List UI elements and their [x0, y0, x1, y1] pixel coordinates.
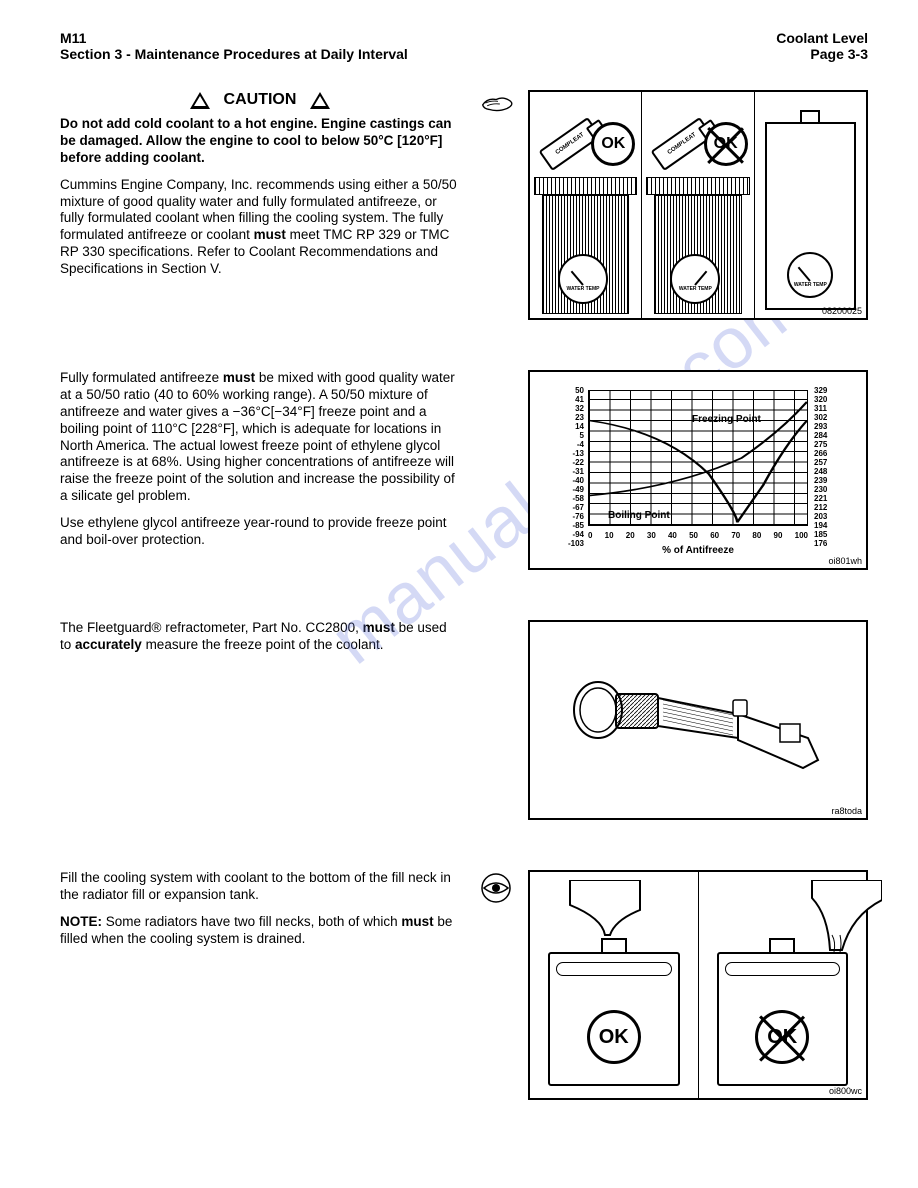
paragraph-2: Fully formulated antifreeze must be mixe… [60, 370, 460, 505]
hand-icon [480, 92, 520, 121]
text: Fully formulated antifreeze [60, 370, 223, 385]
pour-icon [560, 880, 630, 940]
radiator-tank-icon: WATER TEMP [765, 122, 856, 310]
section-label: Section 3 - Maintenance Procedures at Da… [60, 46, 408, 62]
y-axis-right: 3293203113022932842752662572482392302212… [814, 386, 840, 530]
text: be mixed with good quality water at a 50… [60, 370, 455, 503]
warning-triangle-icon [190, 92, 210, 109]
x-axis: 0102030405060708090100 [588, 531, 808, 540]
text: The Fleetguard® refractometer, Part No. … [60, 620, 363, 635]
figure-fill-level: OK OK oi800wc [528, 870, 868, 1100]
y-axis-left: 50413223145-4-13-22-31-40-49-58-67-76-85… [560, 386, 584, 530]
text-bold: accurately [75, 637, 142, 652]
row-chart: Fully formulated antifreeze must be mixe… [60, 370, 868, 570]
chart-grid [588, 390, 808, 526]
warning-triangle-icon [310, 92, 330, 109]
text: Some radiators have two fill necks, both… [102, 914, 401, 929]
text-bold: must [254, 227, 286, 242]
pour-icon [792, 880, 862, 940]
paragraph-3: Use ethylene glycol antifreeze year-roun… [60, 515, 460, 549]
figure-coolant-add: COMPLEAT OK WATER TEMP COMPLEAT OK [528, 90, 868, 320]
ok-badge: OK [587, 1010, 641, 1064]
figure-code: 08200025 [822, 306, 862, 316]
paragraph-6: NOTE: Some radiators have two fill necks… [60, 914, 460, 948]
paragraph-1: Cummins Engine Company, Inc. recommends … [60, 177, 460, 278]
caution-label: CAUTION [224, 90, 297, 110]
row-fill: Fill the cooling system with coolant to … [60, 870, 868, 1100]
refractometer-icon [558, 650, 838, 790]
gauge-icon: WATER TEMP [787, 252, 833, 298]
gauge-icon: WATER TEMP [558, 254, 608, 304]
page-header: M11 Section 3 - Maintenance Procedures a… [60, 30, 868, 62]
x-axis-title: % of Antifreeze [542, 545, 854, 556]
figure-code: ra8toda [831, 806, 862, 816]
radiator-icon [646, 177, 749, 195]
ok-badge: OK [591, 122, 635, 166]
freezing-label: Freezing Point [692, 414, 761, 425]
caution-heading: CAUTION [60, 90, 460, 110]
page-label: Page 3-3 [776, 46, 868, 62]
paragraph-4: The Fleetguard® refractometer, Part No. … [60, 620, 460, 654]
tank-icon: OK [548, 952, 680, 1086]
figure-refractometer: ra8toda [528, 620, 868, 820]
figure-code: oi800wc [829, 1086, 862, 1096]
text: measure the freeze point of the coolant. [142, 637, 384, 652]
row-refractometer: The Fleetguard® refractometer, Part No. … [60, 620, 868, 820]
gauge-label: WATER TEMP [794, 283, 827, 288]
eye-icon [480, 872, 520, 909]
gauge-label: WATER TEMP [679, 287, 712, 292]
not-ok-badge: OK [755, 1010, 809, 1064]
subject-label: Coolant Level [776, 30, 868, 46]
text-bold: must [401, 914, 433, 929]
radiator-icon [534, 177, 637, 195]
gauge-icon: WATER TEMP [670, 254, 720, 304]
text-bold: must [363, 620, 395, 635]
row-caution: CAUTION Do not add cold coolant to a hot… [60, 90, 868, 320]
model-label: M11 [60, 30, 408, 46]
tank-icon: OK [717, 952, 849, 1086]
boiling-label: Boiling Point [608, 510, 670, 521]
gauge-label: WATER TEMP [567, 287, 600, 292]
note-label: NOTE: [60, 914, 102, 929]
not-ok-badge: OK [704, 122, 748, 166]
paragraph-5: Fill the cooling system with coolant to … [60, 870, 460, 904]
text-bold: must [223, 370, 255, 385]
figure-code: oi801wh [828, 556, 862, 566]
caution-text: Do not add cold coolant to a hot engine.… [60, 116, 460, 167]
figure-freeze-chart: 50413223145-4-13-22-31-40-49-58-67-76-85… [528, 370, 868, 570]
funnel-icon [795, 92, 825, 99]
